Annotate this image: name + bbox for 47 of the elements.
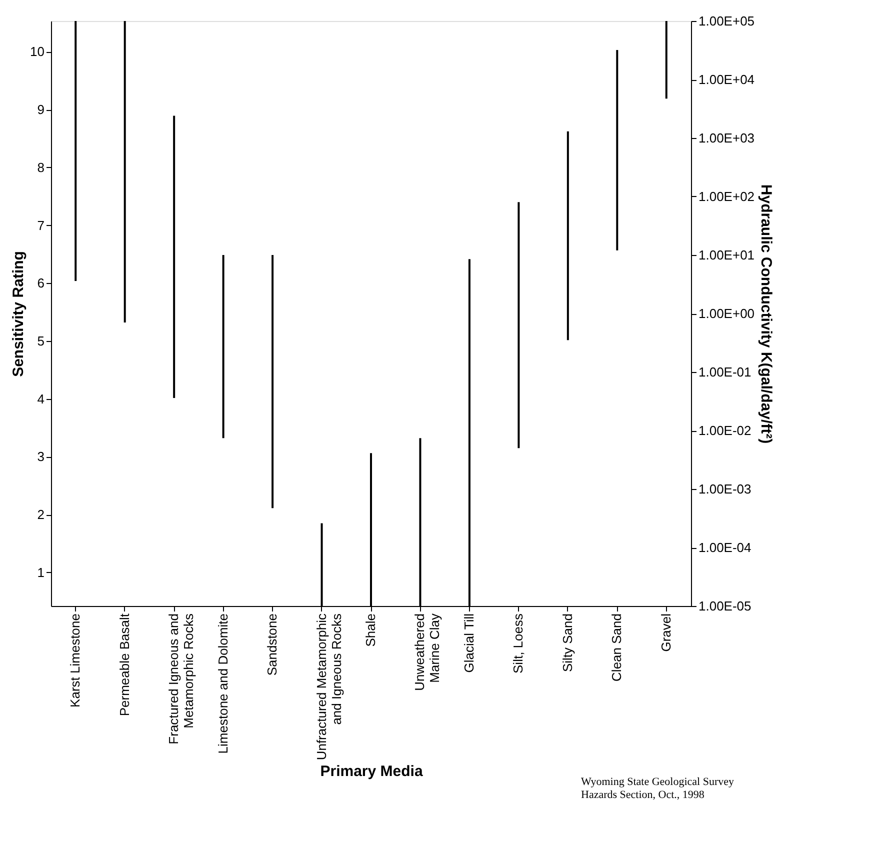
y2-tick-label: 1.00E+05 [698, 14, 755, 28]
x-tick-label: Permeable Basalt [116, 613, 132, 716]
x-tick-label: Unweathered Marine Clay [412, 613, 442, 691]
bar [272, 255, 274, 508]
bar [566, 131, 569, 340]
x-tick-label: Clean Sand [609, 614, 624, 682]
y-axis-title: Sensitivity Rating [10, 251, 28, 377]
x-tick-label: Gravel [658, 613, 674, 652]
x-axis-title: Primary Media [320, 763, 424, 780]
y2-tick-label: 1.00E+00 [698, 306, 755, 321]
text: Wyoming State Geological Survey Hazards Section, Oct., 1998 [581, 776, 734, 801]
y2-tick-label: 1.00E-03 [698, 482, 752, 496]
x-tick-label: Shale [363, 614, 378, 647]
y2-tick-label: 1.00E+01 [698, 248, 755, 262]
y2-axis-title: Hydraulic Conductivity K(gal/day/ft²) [758, 184, 775, 444]
y-tick-label: 5 [37, 333, 44, 348]
y-tick-label: 10 [30, 44, 44, 60]
bar [616, 50, 618, 250]
y2-tick-label: 1.00E-02 [698, 423, 752, 438]
x-tick-label: Unfractured Metamorphic and Igneous Rocks [314, 613, 344, 760]
y2-tick-label: 1.00E-05 [698, 598, 752, 614]
x-tick-label: Fractured Igneous and Metamorphic Rocks [166, 613, 196, 744]
y2-tick-label: 1.00E+03 [698, 130, 755, 146]
x-tick-label: Sandstone [264, 614, 280, 676]
y2-tick-label: 1.00E-04 [698, 540, 752, 555]
y-tick-label: 8 [37, 160, 44, 175]
x-tick-label: Glacial Till [461, 613, 476, 673]
x-tick-label: Limestone and Dolomite [215, 614, 230, 754]
bar [518, 202, 520, 448]
y-tick-label: 1 [37, 564, 44, 580]
bar [222, 254, 224, 438]
x-tick-label: Silt, Loess [510, 613, 526, 674]
y-tick-label: 9 [37, 102, 44, 118]
y2-tick-label: 1.00E-01 [698, 364, 752, 380]
x-tick-label: Karst Limestone [68, 614, 83, 708]
bar [124, 21, 126, 323]
y-tick-label: 2 [37, 507, 44, 522]
bar [665, 21, 668, 99]
bar [74, 21, 77, 281]
bar [173, 116, 176, 398]
y2-tick-label: 1.00E+02 [698, 189, 755, 204]
y2-tick-label: 1.00E+04 [698, 72, 755, 87]
y-tick-label: 4 [37, 391, 44, 406]
y-tick-label: 3 [37, 449, 44, 464]
x-tick-label: Silty Sand [560, 614, 575, 672]
y-tick-label: 7 [37, 218, 44, 233]
y-tick-label: 6 [37, 276, 44, 291]
